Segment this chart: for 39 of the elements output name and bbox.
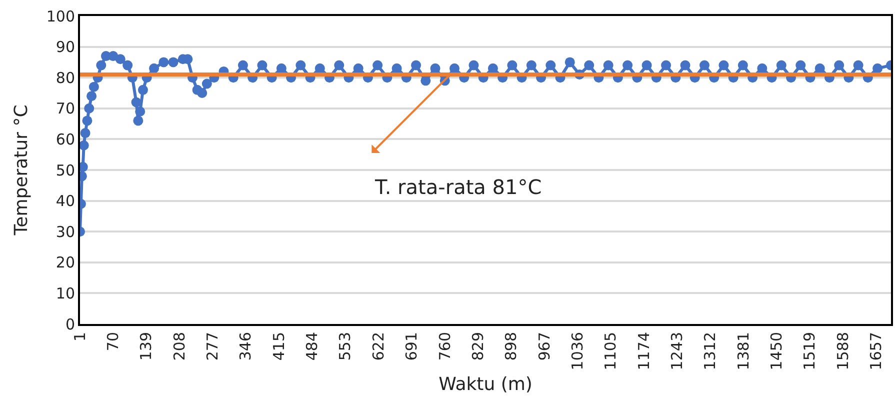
x-tick-label: 898 [502, 332, 520, 361]
x-tick-label: 1312 [701, 332, 720, 370]
x-tick-label: 70 [104, 332, 122, 352]
x-tick-label: 1105 [602, 332, 620, 370]
y-tick-label: 70 [56, 100, 75, 118]
x-tick-label: 277 [204, 332, 222, 361]
y-tick-label: 30 [56, 222, 75, 241]
y-tick-label: 0 [65, 315, 75, 334]
x-tick-label: 1381 [734, 332, 752, 370]
y-tick-label: 40 [56, 192, 75, 210]
y-tick-label: 80 [56, 68, 75, 87]
x-tick-label: 1519 [800, 332, 819, 370]
x-axis-title: Waktu (m) [438, 374, 532, 395]
annotation: T. rata-rata 81°C [374, 175, 542, 199]
y-tick-label: 20 [56, 254, 75, 272]
x-tick-label: 1174 [634, 332, 653, 370]
x-tick-label: 1243 [668, 332, 686, 370]
x-tick-label: 622 [369, 332, 388, 361]
x-tick-label: 1036 [568, 332, 586, 370]
x-tick-label: 1450 [767, 332, 786, 370]
x-tick-label: 208 [170, 332, 188, 361]
x-tick-label: 967 [535, 332, 554, 361]
y-tick-label: 10 [56, 284, 75, 302]
x-tick-label: 139 [137, 332, 156, 361]
y-tick-label: 100 [46, 7, 75, 26]
x-tick-label: 346 [236, 332, 255, 361]
x-tick-label: 1588 [834, 332, 852, 370]
x-tick-label: 691 [402, 332, 421, 361]
x-tick-label: 760 [436, 332, 454, 361]
x-tick-label: 1657 [866, 332, 885, 370]
y-axis-title: Temperatur °C [11, 104, 32, 236]
y-tick-label: 90 [56, 38, 75, 56]
y-tick-label: 50 [56, 161, 75, 180]
x-tick-label: 415 [270, 332, 288, 361]
x-tick-label: 1 [70, 332, 89, 342]
x-tick-label: 484 [303, 332, 322, 361]
x-tick-label: 829 [468, 332, 487, 361]
x-tick-label: 553 [336, 332, 354, 361]
y-tick-label: 60 [56, 130, 75, 148]
